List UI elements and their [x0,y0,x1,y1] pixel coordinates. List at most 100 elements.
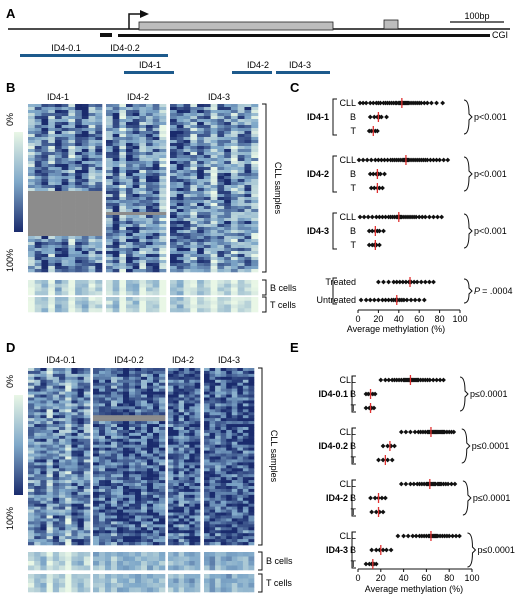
heatmap-cell [190,263,198,267]
heatmap-cell [176,218,184,222]
heatmap-cell [184,373,190,378]
heatmap-cell [41,122,49,126]
heatmap-cell [93,518,100,522]
heatmap-cell [178,453,185,457]
heatmap-cell [147,406,154,410]
heatmap-cell [220,438,227,443]
heatmap-cell [220,483,227,487]
heatmap-cell [189,382,195,386]
heatmap-cell [139,304,147,309]
heatmap-cell [93,483,100,487]
heatmap-cell [237,191,245,195]
heatmap-cell [194,438,201,443]
heatmap-cell [71,536,78,540]
heatmap-cell [59,400,66,404]
heatmap-cell [126,173,133,177]
heatmap-cell [28,254,36,258]
heatmap-cell [139,140,147,144]
heatmap-cell [147,447,154,451]
heatmap-cell [135,583,142,588]
heatmap-cell [204,421,210,425]
heatmap-cell [226,382,233,386]
heatmap-cell [237,113,245,117]
heatmap-cell [204,465,210,469]
heatmap-cell [59,391,66,395]
heatmap-cell [126,161,133,165]
heatmap-cell [178,444,185,448]
heatmap-cell [173,491,179,496]
heatmap-cell [88,134,96,138]
heatmap-cell [41,134,49,138]
heatmap-cell [88,167,96,171]
heatmap-cell [220,412,227,416]
heatmap-cell [178,506,185,510]
heatmap-cell [220,382,227,386]
heatmap-cell [119,263,127,267]
heatmap-cell [46,412,54,416]
heatmap-cell [168,373,174,378]
heatmap-cell [129,497,136,502]
heatmap-cell [170,110,178,114]
data-point [424,157,430,163]
heatmap-cell [59,438,66,443]
heatmap-cell [95,122,103,126]
heatmap-cell [230,236,238,240]
heatmap-cell [106,218,113,222]
heatmap-cell [65,373,72,378]
heatmap-cell [153,391,160,395]
heatmap-cell [112,300,120,305]
heatmap-cell [81,167,89,171]
heatmap-cell [217,137,225,141]
heatmap-cell [217,254,225,258]
heatmap-cell [183,137,191,141]
heatmap-cell [83,382,91,386]
heatmap-cell [75,110,83,114]
heatmap-cell [153,468,160,472]
heatmap-cell [106,257,113,261]
heatmap-cell [153,512,160,516]
heatmap-cell [93,400,100,404]
heatmap-cell [237,432,244,437]
heatmap-cell [139,280,147,285]
heatmap-cell [153,503,160,507]
heatmap-cell [242,583,249,588]
heatmap-b-col-label-2: ID4-2 [127,92,149,102]
heatmap-cell [123,488,130,493]
heatmap-cell [178,465,185,469]
heatmap-cell [52,471,60,475]
heatmap-cell [176,110,184,114]
heatmap-cell [203,215,211,219]
heatmap-cell [34,131,42,135]
heatmap-cell [159,536,166,540]
heatmap-cell [244,182,252,186]
heatmap-cell [41,224,49,228]
heatmap-cell [244,215,252,219]
heatmap-cell [59,471,66,475]
heatmap-cell [251,269,259,273]
heatmap-cell [251,194,259,198]
heatmap-cell [99,542,106,546]
heatmap-cell [224,185,232,189]
data-point [377,214,382,220]
heatmap-cell [173,373,179,378]
heatmap-cell [65,500,72,504]
group-bracket [332,155,337,193]
heatmap-cell [135,424,142,428]
heatmap-cell [34,143,42,147]
data-point [371,297,377,303]
heatmap-cell [197,131,205,135]
heatmap-cell [99,432,106,437]
heatmap-cell [34,429,41,434]
heatmap-cell [123,515,130,519]
heatmap-cell [28,438,35,443]
heatmap-cell [65,527,72,531]
heatmap-cell [194,565,201,571]
heatmap-cell [106,170,113,174]
heatmap-cell [75,233,83,237]
heatmap-cell [34,424,41,428]
heatmap-cell [197,209,205,213]
heatmap-cell [184,506,190,510]
heatmap-cell [105,474,112,478]
heatmap-cell [204,370,210,375]
heatmap-cell [183,263,191,267]
